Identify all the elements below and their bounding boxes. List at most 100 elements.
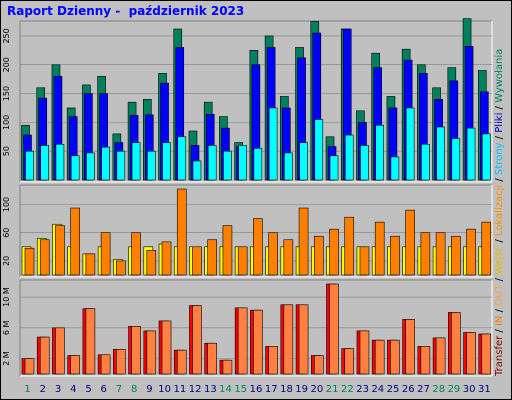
bar-sites: [405, 209, 415, 276]
xtick-label: 5: [85, 384, 91, 395]
xtick-label: 9: [146, 384, 152, 395]
legend-sep: /: [494, 106, 505, 110]
ytick-label-top: 250: [2, 28, 11, 43]
bar-sites: [39, 239, 50, 276]
bar-pages: [466, 127, 476, 181]
xtick-label: 22: [341, 384, 354, 395]
bar-sites: [283, 239, 294, 276]
bar-transfer-out: [24, 358, 35, 375]
bar-transfer-out: [253, 309, 263, 375]
bar-pages: [116, 150, 126, 181]
bar-sites: [237, 246, 248, 276]
bar-transfer-out: [161, 320, 172, 375]
bar-transfer-out: [451, 312, 461, 375]
bar-pages: [421, 143, 430, 181]
bar-transfer-out: [374, 339, 385, 375]
bar-pages: [238, 145, 247, 181]
xtick-label: 3: [55, 384, 61, 395]
bar-transfer-out: [116, 349, 126, 375]
xtick-label: 27: [417, 384, 430, 395]
bar-pages: [86, 152, 95, 181]
bar-sites: [222, 225, 233, 276]
bar-sites: [268, 232, 278, 276]
xtick-label: 23: [356, 384, 369, 395]
bar-sites: [435, 232, 446, 276]
bar-pages: [25, 150, 34, 181]
bar-sites: [55, 225, 65, 276]
bar-sites: [176, 188, 187, 276]
bar-transfer-out: [222, 359, 233, 375]
ytick-label-middle: 60: [2, 228, 11, 238]
legend-sep: /: [494, 239, 505, 243]
bar-transfer-out: [466, 332, 476, 375]
bar-sites: [24, 247, 35, 276]
ytick-label-top: 50: [2, 146, 11, 156]
legend-visits: Wejść: [494, 245, 505, 275]
bar-pages: [192, 160, 202, 181]
bar-sites: [374, 221, 385, 276]
bar-sites: [192, 246, 202, 276]
legend-sep: /: [494, 135, 505, 140]
bar-sites: [466, 228, 476, 276]
bar-transfer-out: [390, 339, 400, 375]
legend-vertical: Transfer / IN / OUT / Wejść / Lokalizacj…: [494, 16, 505, 376]
bar-pages: [375, 124, 384, 181]
bar-pages: [40, 145, 50, 181]
xtick-label: 1: [24, 384, 30, 395]
bar-sites: [85, 253, 96, 276]
xtick-label: 11: [174, 384, 187, 395]
xtick-label: 25: [387, 384, 400, 395]
bar-pages: [147, 150, 156, 181]
bar-sites: [344, 216, 355, 276]
bar-transfer-out: [192, 305, 202, 375]
chart-title: Raport Dzienny - październik 2023: [7, 4, 245, 18]
bar-transfer-out: [344, 348, 355, 375]
bar-pages: [481, 133, 491, 181]
legend-sep: /: [494, 178, 505, 182]
xtick-label: 14: [219, 384, 232, 395]
bar-sites: [298, 207, 309, 276]
bar-pages: [253, 148, 263, 181]
ytick-label-top: 100: [2, 115, 11, 130]
bar-pages: [405, 107, 415, 181]
xtick-label: 16: [250, 384, 263, 395]
bar-transfer-out: [329, 283, 339, 375]
bar-transfer-out: [39, 336, 50, 375]
bar-sites: [100, 232, 111, 276]
bar-sites: [359, 246, 370, 276]
legend-in: IN: [494, 315, 505, 327]
bar-sites: [390, 235, 400, 276]
bar-sites: [146, 250, 157, 276]
xtick-label: 2: [40, 384, 46, 395]
bar-pages: [101, 146, 110, 181]
ytick-label-top: 200: [2, 57, 11, 72]
bar-pages: [162, 142, 171, 181]
bar-transfer-out: [420, 346, 431, 375]
legend-sep: /: [494, 309, 505, 313]
ytick-label-bottom: 10 M: [2, 287, 11, 307]
bar-transfer-out: [405, 319, 415, 375]
bar-pages: [451, 138, 461, 181]
bar-pages: [329, 155, 339, 181]
bar-transfer-out: [146, 330, 157, 375]
ytick-label-middle: 20: [2, 256, 11, 266]
bar-transfer-out: [283, 304, 294, 375]
bar-transfer-out: [131, 326, 141, 375]
bar-pages: [223, 150, 232, 181]
ytick-label-bottom: 6 M: [2, 320, 11, 335]
bar-pages: [55, 143, 65, 181]
legend-pages: Strony: [494, 142, 505, 176]
xtick-label: 12: [189, 384, 202, 395]
xtick-label: 7: [116, 384, 122, 395]
xtick-label: 13: [204, 384, 217, 395]
xtick-label: 4: [70, 384, 76, 395]
bar-transfer-out: [237, 307, 248, 375]
ytick-label-bottom: 2 M: [2, 351, 11, 366]
bar-pages: [360, 145, 369, 181]
bar-transfer-out: [359, 330, 370, 375]
xtick-label: 21: [326, 384, 339, 395]
bar-transfer-out: [298, 304, 309, 375]
xtick-label: 10: [158, 384, 171, 395]
bar-transfer-out: [100, 354, 111, 375]
